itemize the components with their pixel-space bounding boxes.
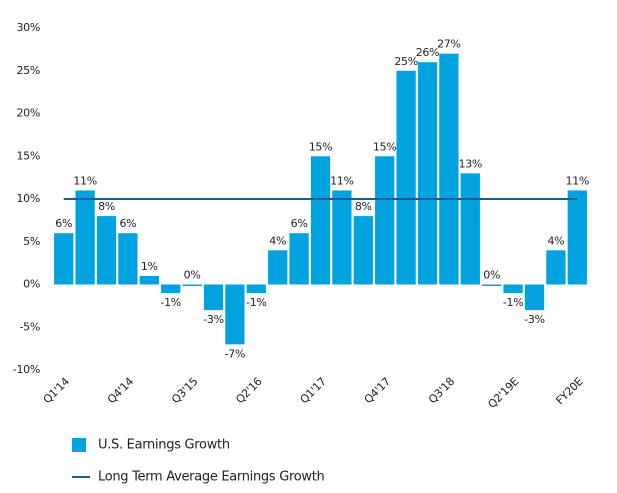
bar <box>546 250 566 285</box>
bar <box>353 216 373 285</box>
y-tick-label: 20% <box>16 107 40 120</box>
data-label: 11% <box>566 174 590 187</box>
data-label: 0% <box>184 269 201 282</box>
y-tick-label: 5% <box>23 235 40 248</box>
bar <box>396 70 416 285</box>
bar <box>567 190 587 285</box>
data-label: 6% <box>119 217 136 230</box>
bar <box>310 156 331 285</box>
bar <box>503 284 523 294</box>
data-label: 4% <box>269 234 286 247</box>
bar <box>482 284 502 286</box>
data-label: 15% <box>373 140 397 153</box>
data-label: -3% <box>524 313 545 326</box>
y-tick-label: -10% <box>13 363 40 376</box>
bar <box>96 216 117 285</box>
x-tick-label: Q3'18 <box>426 375 457 406</box>
data-label: 4% <box>547 234 564 247</box>
y-tick-label: 30% <box>16 21 40 34</box>
data-label: 13% <box>459 157 483 170</box>
y-tick-label: 15% <box>16 149 40 162</box>
x-tick-label: Q1'17 <box>297 375 328 406</box>
y-tick-label: 10% <box>16 192 40 205</box>
data-label: 11% <box>330 174 354 187</box>
y-tick-label: -5% <box>19 320 40 333</box>
bar <box>54 233 74 285</box>
data-label: -3% <box>203 313 224 326</box>
x-tick-label: Q4'14 <box>105 375 136 406</box>
data-label: -1% <box>503 296 524 309</box>
bar <box>118 233 138 285</box>
bar <box>182 284 202 286</box>
data-label: -1% <box>160 296 181 309</box>
bar <box>439 53 459 285</box>
x-tick-label: Q2'19E <box>485 375 521 411</box>
bar <box>139 275 159 285</box>
data-label: 6% <box>55 217 72 230</box>
data-label: 8% <box>98 200 115 213</box>
data-label: 15% <box>309 140 333 153</box>
bar <box>203 284 224 311</box>
data-label: 8% <box>355 200 372 213</box>
bar <box>75 190 95 285</box>
x-tick-label: Q4'17 <box>362 375 393 406</box>
x-tick-label: Q1'14 <box>41 375 72 406</box>
bar <box>460 173 480 285</box>
data-label: 1% <box>141 260 158 273</box>
data-label: 25% <box>394 55 418 68</box>
data-label: 6% <box>291 217 308 230</box>
data-label: 26% <box>416 46 440 59</box>
bar <box>375 156 395 285</box>
legend-swatch <box>72 438 86 452</box>
bar <box>289 233 309 285</box>
data-label: 27% <box>437 38 461 51</box>
bar <box>161 284 181 294</box>
bar <box>417 62 438 285</box>
legend-label: Long Term Average Earnings Growth <box>98 470 325 485</box>
bar <box>332 190 352 285</box>
legend-label: U.S. Earnings Growth <box>98 438 230 453</box>
data-label: -7% <box>225 347 246 360</box>
data-label: 11% <box>73 174 97 187</box>
y-tick-label: 0% <box>23 278 40 291</box>
x-tick-label: FY20E <box>553 375 585 407</box>
data-label: 0% <box>483 269 500 282</box>
x-tick-label: Q2'16 <box>233 375 264 406</box>
bar <box>268 250 288 285</box>
bar <box>246 284 266 294</box>
y-tick-label: 25% <box>16 64 40 77</box>
x-tick-label: Q3'15 <box>169 375 200 406</box>
data-label: -1% <box>246 296 267 309</box>
bar <box>524 284 545 311</box>
bar <box>225 284 245 345</box>
